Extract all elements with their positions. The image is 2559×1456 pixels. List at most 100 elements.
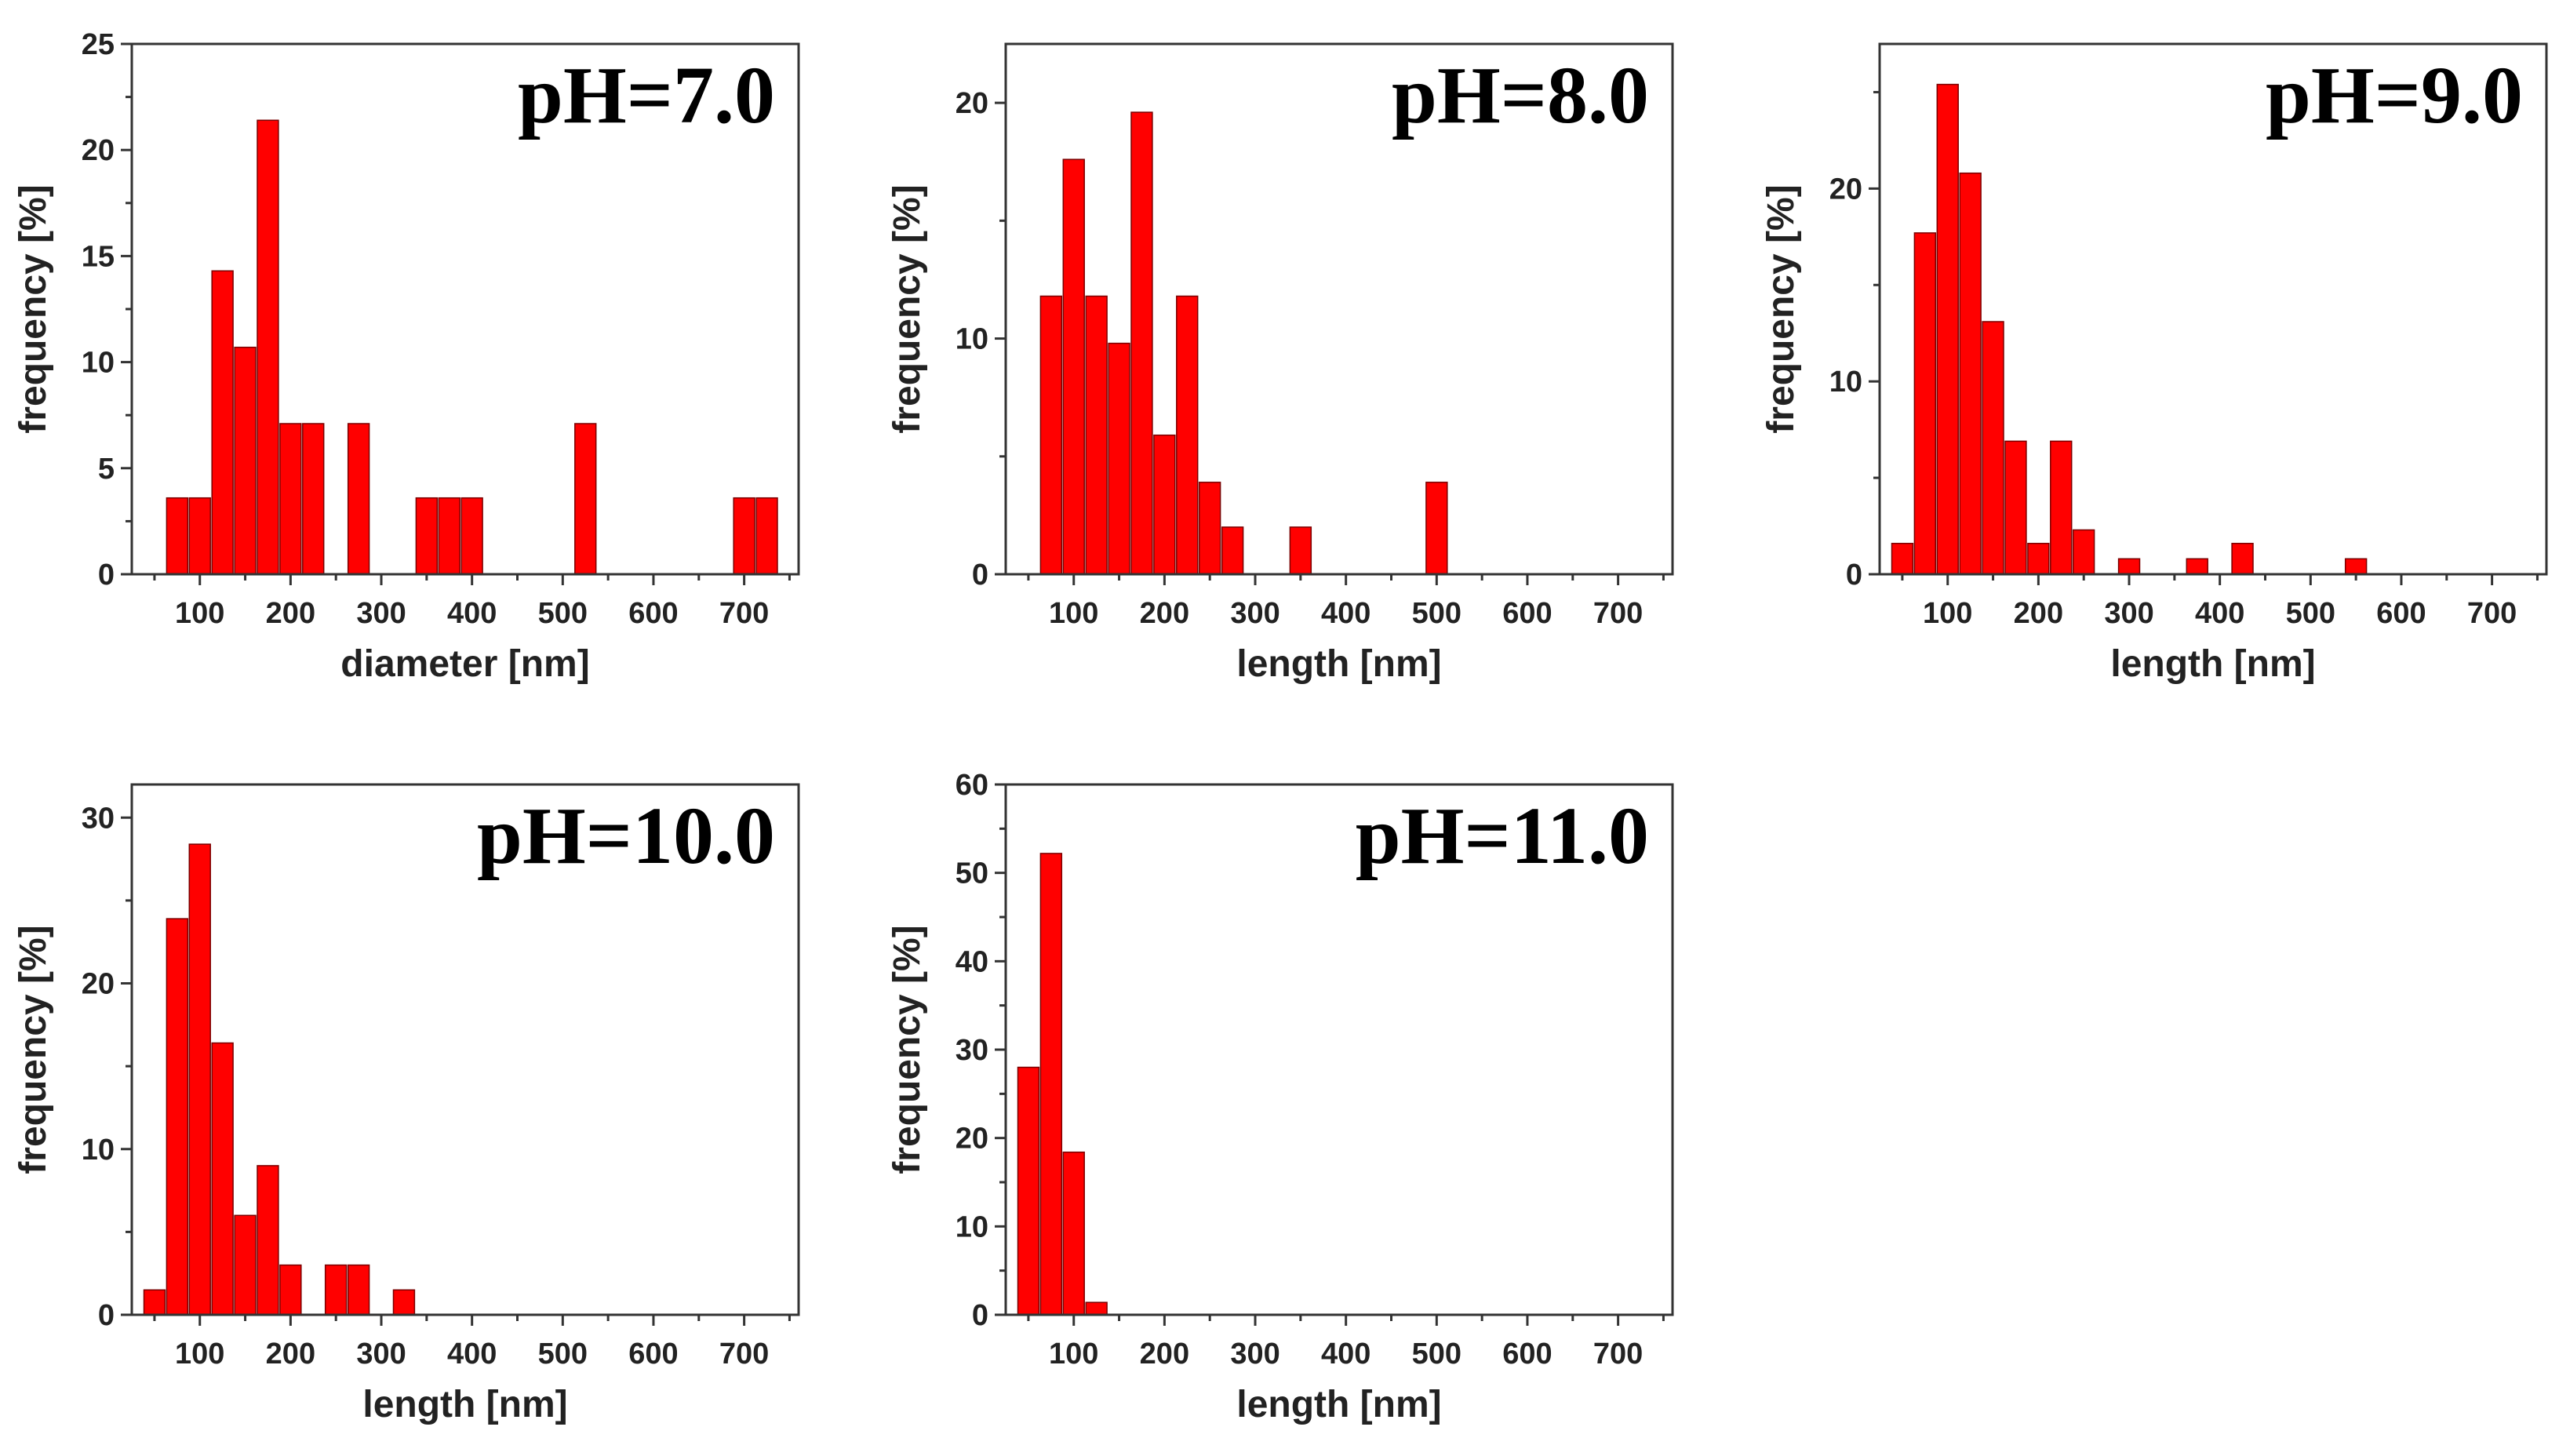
y-tick-label: 15 [82,240,115,273]
plot-frame [1004,42,1674,576]
bar [188,497,211,575]
y-tick-label: 10 [1829,366,1862,399]
x-tick-label: 700 [719,1338,769,1370]
bar [1176,295,1199,575]
panel-title: pH=11.0 [1356,791,1649,881]
y-tick-label: 0 [98,559,115,592]
x-tick-label: 100 [1049,1338,1098,1370]
y-tick-label: 40 [956,945,988,978]
x-tick-label: 400 [1321,597,1371,630]
bar [302,423,325,575]
y-tick-label: 30 [82,802,115,835]
chart-panel-5: 100 200 300 400 500 600 700 0 10 20 30 40 50 60 length… [886,769,1674,1425]
y-tick-label: 0 [1846,559,1862,592]
bar [2027,542,2050,575]
bar [392,1289,416,1316]
y-tick-label: 60 [956,769,988,802]
plot-frame [130,783,800,1316]
x-tick-label: 500 [1412,1338,1462,1370]
bar [166,497,189,575]
y-tick-label: 5 [98,453,115,486]
x-tick-label: 200 [266,597,315,630]
x-tick-label: 100 [175,1338,224,1370]
x-tick-label: 600 [1502,597,1552,630]
x-tick-label: 400 [2195,597,2244,630]
bar [1085,295,1108,575]
bar [1959,172,1982,575]
y-tick-label: 20 [956,87,988,120]
y-tick-label: 10 [956,323,988,356]
chart-panel-3: 100 200 300 400 500 600 700 0 10 20 length [nm] fre… [1760,42,2548,685]
chart-panel-2: 100 200 300 400 500 600 700 0 10 20 length [nm] fre… [886,42,1674,685]
x-tick-label: 500 [1412,597,1462,630]
x-tick-label: 500 [538,1338,588,1370]
y-tick-label: 10 [82,347,115,380]
bar [460,497,483,575]
bar [1062,1151,1085,1316]
bar [2050,440,2073,575]
x-tick-label: 100 [1923,597,1972,630]
bar [1289,526,1312,575]
y-tick-label: 25 [82,28,115,61]
x-tick-label: 500 [2286,597,2335,630]
y-tick-label: 50 [956,857,988,890]
y-tick-label: 20 [82,968,115,1001]
x-tick-label: 300 [1230,597,1280,630]
bar [257,1165,279,1316]
x-tick-label: 400 [447,597,497,630]
bar [211,270,234,575]
x-axis-title: length [nm] [1236,643,1441,685]
bar [143,1289,166,1316]
x-tick-label: 200 [2014,597,2063,630]
x-tick-label: 300 [1230,1338,1280,1370]
y-axis-title: frequency [%] [13,925,54,1174]
x-tick-label: 700 [1593,1338,1643,1370]
y-tick-label: 20 [956,1123,988,1156]
bar [347,423,370,575]
bar [1085,1301,1108,1316]
bar [2344,558,2368,575]
bar [234,346,257,575]
y-axis-title: frequency [%] [886,925,928,1174]
x-tick-label: 100 [1049,597,1098,630]
bar [1913,232,1937,575]
y-axis-title: frequency [%] [13,184,54,433]
y-tick-label: 0 [972,559,988,592]
bar [279,1264,302,1316]
bar [1039,853,1063,1316]
x-axis-title: length [nm] [1236,1384,1441,1425]
x-tick-label: 200 [1140,597,1189,630]
bar [1153,434,1176,575]
bar [2117,558,2141,575]
bar [1108,342,1130,575]
x-tick-label: 200 [266,1338,315,1370]
bar [2186,558,2208,575]
bar [415,497,439,575]
bar [438,497,460,575]
bar [1130,111,1153,575]
bar [1039,295,1063,575]
bar [257,119,279,575]
chart-panel-1: 100 200 300 400 500 600 700 0 5 10 15 20 25 diameter … [13,28,800,685]
plot-frame [1878,42,2548,576]
y-tick-label: 0 [98,1299,115,1332]
x-tick-label: 500 [538,597,588,630]
x-tick-label: 700 [719,597,769,630]
bar [1198,482,1221,575]
bar [574,423,597,575]
bar [1017,1066,1040,1316]
x-tick-label: 100 [175,597,224,630]
bar [2072,529,2095,575]
bar [166,918,189,1316]
x-axis-title: length [nm] [2110,643,2315,685]
x-tick-label: 600 [2376,597,2426,630]
bar [188,843,211,1316]
bar [1221,526,1244,575]
bar [1062,158,1085,575]
bar [2004,440,2027,575]
x-tick-label: 400 [1321,1338,1371,1370]
y-tick-label: 10 [82,1134,115,1167]
y-axis-title: frequency [%] [886,184,928,433]
bar [234,1214,257,1316]
bar [324,1264,348,1316]
